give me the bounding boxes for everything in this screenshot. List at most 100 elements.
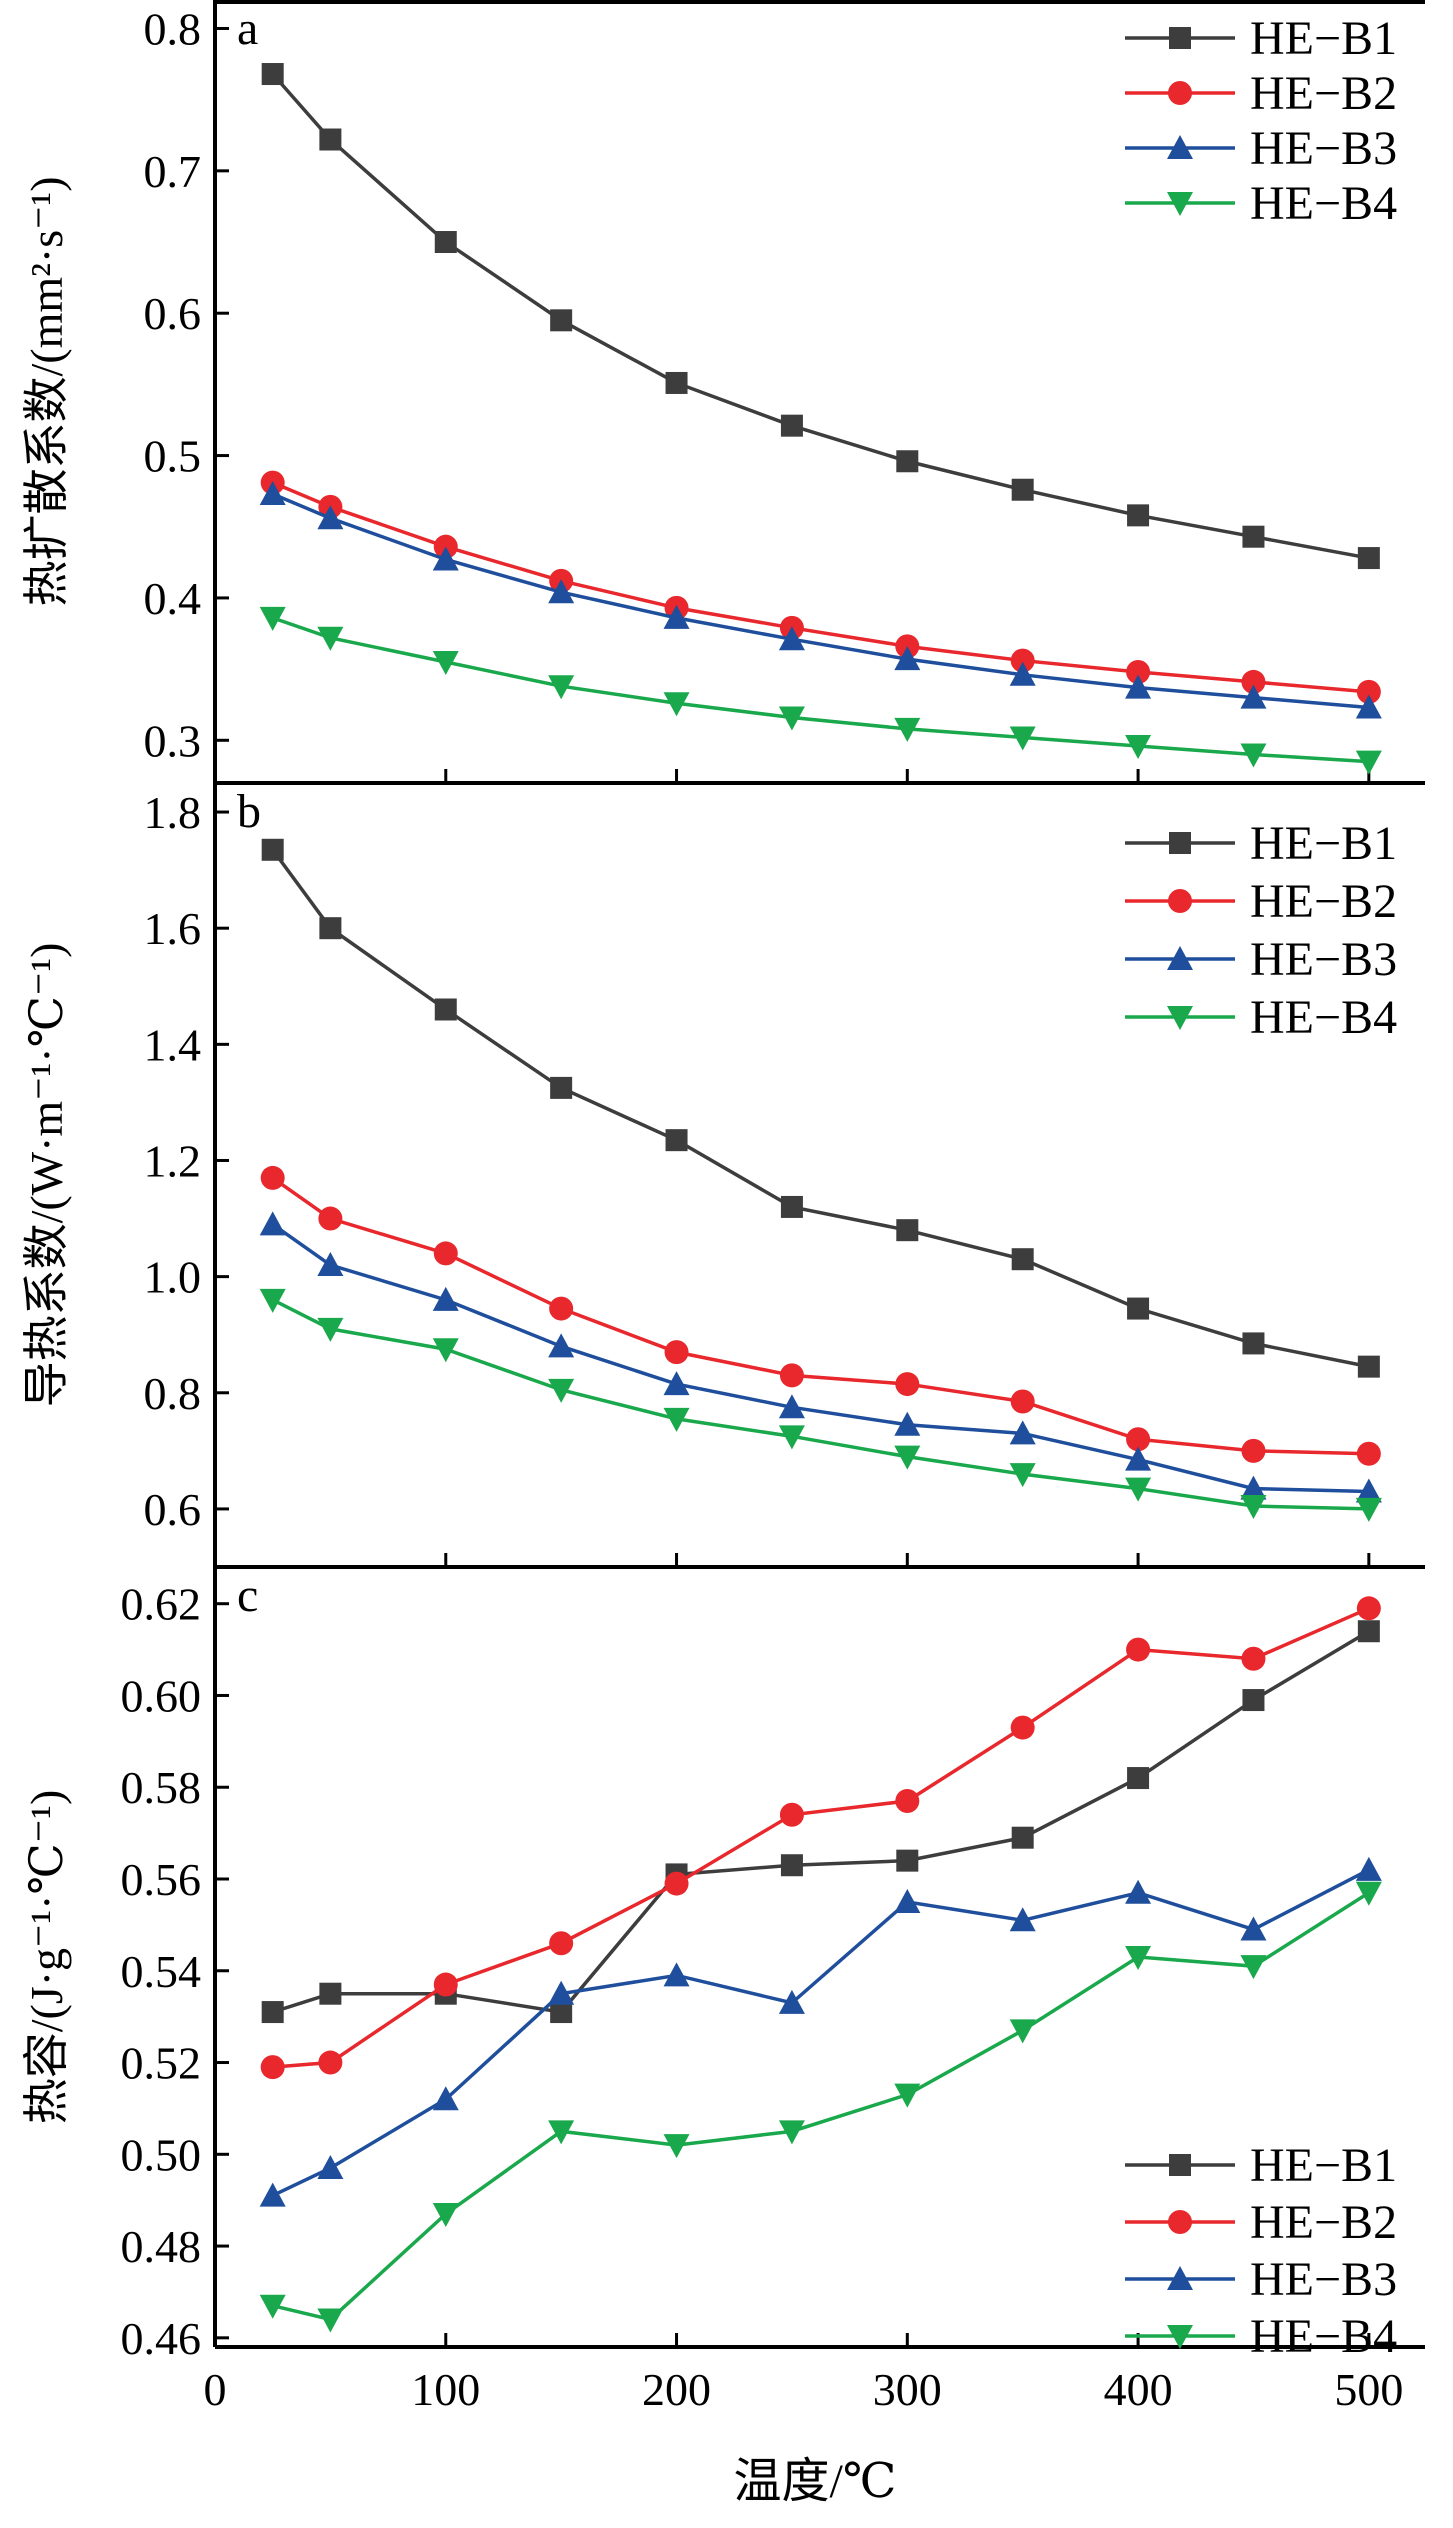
data-point xyxy=(432,650,459,675)
series-4 xyxy=(259,606,1382,775)
legend-marker xyxy=(1167,2325,1193,2349)
data-point xyxy=(259,606,286,631)
data-point xyxy=(1125,674,1152,699)
data-point xyxy=(1126,1427,1151,1452)
data-point xyxy=(780,414,803,437)
panel-label: b xyxy=(237,785,261,838)
data-point xyxy=(550,1076,573,1099)
panel-label: c xyxy=(237,1569,258,1622)
data-point xyxy=(549,1296,574,1321)
y-tick-label: 0.62 xyxy=(121,1579,202,1630)
legend-marker xyxy=(1169,2154,1191,2176)
data-point xyxy=(317,1252,344,1277)
data-point xyxy=(895,1789,920,1813)
data-point xyxy=(663,604,690,629)
data-point xyxy=(1009,661,1036,686)
data-point xyxy=(1010,1715,1035,1740)
data-point xyxy=(664,1871,689,1896)
data-point xyxy=(1241,1646,1266,1671)
data-point xyxy=(665,1129,688,1152)
legend-label: HE−B3 xyxy=(1250,933,1397,986)
series-3 xyxy=(259,1856,1382,2207)
data-point xyxy=(1356,1596,1381,1621)
data-point xyxy=(548,579,575,604)
data-point xyxy=(1240,684,1267,709)
data-point xyxy=(896,1849,919,1872)
series-line xyxy=(271,1222,1369,1494)
x-tick-label: 100 xyxy=(411,2364,480,2415)
data-point xyxy=(259,2182,286,2207)
data-point xyxy=(432,1338,459,1363)
data-point xyxy=(260,1165,285,1190)
x-tick-label: 400 xyxy=(1104,2364,1173,2415)
data-point xyxy=(1009,1907,1036,1932)
data-point xyxy=(432,546,459,571)
data-point xyxy=(778,2120,805,2145)
data-point xyxy=(1242,525,1265,548)
y-tick-label: 0.6 xyxy=(144,1484,202,1535)
y-tick-label: 0.8 xyxy=(144,3,202,54)
y-tick-label: 0.60 xyxy=(121,1670,202,1721)
data-point xyxy=(1011,1248,1034,1271)
legend-marker xyxy=(1168,889,1192,913)
panel-label: a xyxy=(237,2,258,55)
y-tick-label: 0.6 xyxy=(144,288,202,339)
data-point xyxy=(548,2120,575,2145)
legend-entry: HE−B2 xyxy=(1125,67,1397,120)
data-point xyxy=(896,450,919,473)
data-point xyxy=(1125,1446,1152,1471)
data-point xyxy=(317,2155,344,2180)
data-point xyxy=(780,1195,803,1218)
data-point xyxy=(779,1363,804,1388)
data-point xyxy=(1125,1477,1152,1502)
data-point xyxy=(778,1989,805,2014)
data-point xyxy=(548,1980,575,2005)
data-point xyxy=(663,1407,690,1432)
y-tick-label: 0.46 xyxy=(121,2313,202,2364)
legend-entry: HE−B3 xyxy=(1125,2253,1397,2306)
data-point xyxy=(261,63,284,86)
data-point xyxy=(1010,648,1035,673)
y-tick-label: 1.8 xyxy=(144,787,202,838)
y-tick-label: 0.56 xyxy=(121,1854,202,1905)
legend-marker xyxy=(1169,27,1191,49)
data-point xyxy=(317,2308,344,2333)
legend-entry: HE−B2 xyxy=(1125,2196,1397,2249)
data-point xyxy=(434,231,457,254)
data-point xyxy=(1240,743,1267,768)
legend-entry: HE−B4 xyxy=(1125,177,1397,230)
data-point xyxy=(1355,1881,1382,1906)
series-4 xyxy=(259,1881,1382,2333)
data-point xyxy=(432,1286,459,1311)
legend-marker xyxy=(1167,135,1193,159)
y-tick-label: 0.8 xyxy=(144,1368,202,1419)
series-line xyxy=(271,848,1370,1369)
data-point xyxy=(1125,1946,1152,1970)
series-4 xyxy=(259,1288,1382,1522)
data-point xyxy=(432,2086,459,2111)
legend-label: HE−B1 xyxy=(1250,817,1397,870)
data-point xyxy=(894,717,921,742)
data-point xyxy=(1011,1826,1034,1849)
data-point xyxy=(894,1445,921,1470)
data-point xyxy=(894,1411,921,1436)
legend-label: HE−B3 xyxy=(1250,2253,1397,2306)
series-1 xyxy=(261,838,1380,1378)
legend-label: HE−B4 xyxy=(1250,2310,1397,2363)
data-point xyxy=(549,1931,574,1956)
data-point xyxy=(1241,669,1266,694)
data-point xyxy=(548,1378,575,1403)
data-point xyxy=(1009,1420,1036,1445)
y-tick-label: 0.4 xyxy=(144,573,202,624)
y-axis-label: 热容/(J·g⁻¹·℃⁻¹) xyxy=(21,1790,72,2125)
y-tick-label: 1.6 xyxy=(144,903,202,954)
legend-entry: HE−B4 xyxy=(1125,991,1397,1044)
data-point xyxy=(1355,1497,1382,1522)
legend-marker xyxy=(1167,946,1193,970)
legend-marker xyxy=(1168,81,1192,105)
data-point xyxy=(1127,1297,1150,1320)
data-point xyxy=(1240,1495,1267,1520)
data-point xyxy=(319,917,342,940)
data-point xyxy=(1355,1478,1382,1503)
data-point xyxy=(1240,1955,1267,1980)
